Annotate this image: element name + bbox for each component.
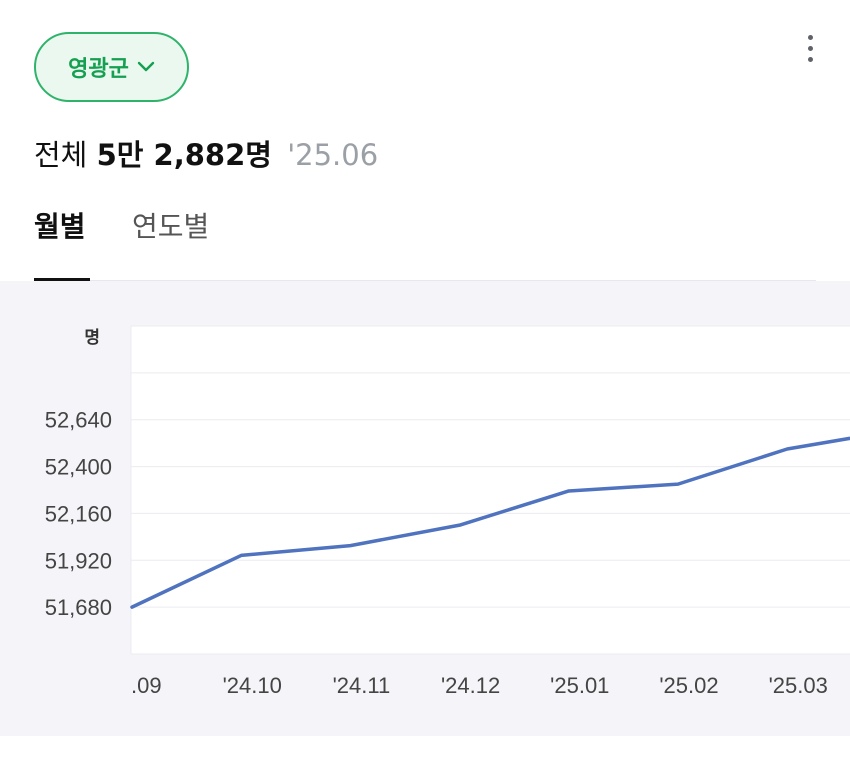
population-summary: 전체 5만 2,882명 '25.06 — [34, 132, 378, 174]
y-tick-label: 51,680 — [45, 595, 112, 620]
plot-background — [131, 326, 850, 654]
y-tick-label: 51,920 — [45, 548, 112, 573]
summary-date: '25.06 — [287, 138, 379, 172]
x-tick-label: '25.02 — [659, 673, 718, 698]
summary-prefix: 전체 — [34, 138, 88, 172]
series-line — [130, 436, 850, 609]
x-tick-label: '24.11 — [333, 673, 391, 698]
x-tick-label: '24.12 — [441, 673, 500, 698]
y-tick-label: 52,160 — [45, 501, 112, 526]
tab-monthly[interactable]: 월별 — [34, 210, 86, 243]
y-tick-label: 52,400 — [45, 455, 112, 480]
tab-yearly[interactable]: 연도별 — [132, 210, 210, 243]
chart-area: 51,680 51,920 52,160 52,400 52,640 .09 '24.10… — [0, 281, 850, 736]
population-value: 5만 2,882명 — [96, 138, 272, 172]
x-tick-label: .09 — [131, 673, 162, 698]
region-select-button[interactable]: 영광군 — [34, 32, 189, 102]
period-tabs: 월별 연도별 — [34, 205, 816, 281]
line-chart: 51,680 51,920 52,160 52,400 52,640 .09 '24.10… — [45, 325, 850, 698]
chevron-down-icon — [137, 61, 155, 73]
x-tick-label: '24.10 — [223, 673, 282, 698]
y-unit-label: 명 — [84, 328, 100, 348]
more-vertical-icon[interactable] — [792, 28, 828, 68]
x-tick-label: '25.01 — [550, 673, 609, 698]
active-tab-indicator — [34, 278, 90, 281]
x-tick-label: '25.03 — [769, 673, 828, 698]
region-label: 영광군 — [68, 57, 129, 82]
y-tick-label: 52,640 — [45, 408, 112, 433]
